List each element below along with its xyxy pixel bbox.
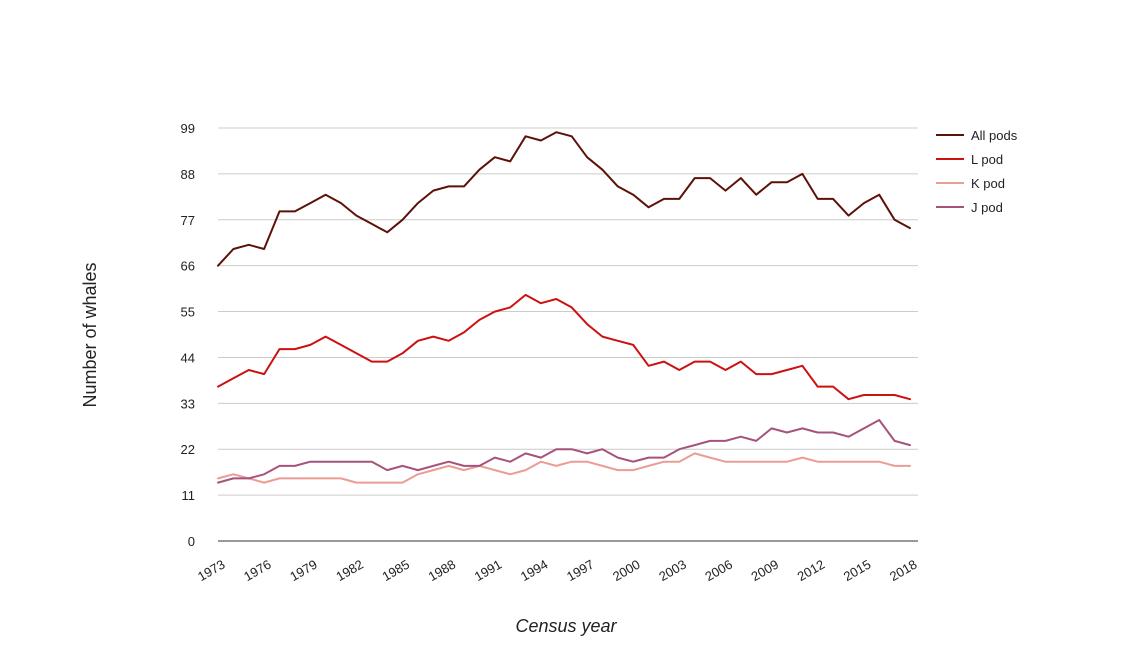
x-tick-label: 1979 <box>287 557 320 584</box>
legend-label-k-pod: K pod <box>971 176 1005 191</box>
gridlines <box>218 127 918 496</box>
y-tick-label: 88 <box>181 167 195 182</box>
x-axis-title: Census year <box>515 616 617 636</box>
x-tick-label: 1982 <box>333 557 366 584</box>
legend-label-j-pod: J pod <box>971 200 1003 215</box>
y-tick-label: 22 <box>181 442 195 457</box>
y-tick-label: 33 <box>181 396 195 411</box>
x-tick-label: 1985 <box>379 557 412 584</box>
x-tick-label: 1997 <box>564 557 597 584</box>
x-tick-label: 2009 <box>749 557 782 584</box>
x-tick-label: 1973 <box>195 557 228 584</box>
series-line-l-pod <box>217 293 911 401</box>
y-tick-label: 99 <box>181 121 195 136</box>
x-tick-label: 2003 <box>656 557 689 584</box>
x-tick-label: 2000 <box>610 557 643 584</box>
y-tick-label: 11 <box>182 488 196 503</box>
x-tick-label: 1994 <box>518 557 551 584</box>
y-tick-label: 55 <box>181 305 195 320</box>
x-tick-label: 1988 <box>426 557 459 584</box>
series-line-k-pod <box>217 452 911 484</box>
series-line-j-pod <box>217 419 911 484</box>
x-axis-ticks: 1973 1976 1979 1982 1985 1988 1991 1994 1997 2000… <box>195 557 920 584</box>
x-tick-label: 2012 <box>795 557 828 584</box>
x-tick-label: 2018 <box>887 557 920 584</box>
y-axis-ticks: 0 11 22 33 44 55 66 77 88 99 <box>181 121 195 549</box>
series-lines <box>217 131 911 484</box>
x-tick-label: 1991 <box>472 557 505 584</box>
series-line-all-pods <box>217 131 911 267</box>
legend-label-l-pod: L pod <box>971 152 1003 167</box>
y-tick-label: 66 <box>181 259 195 274</box>
legend-label-all-pods: All pods <box>971 128 1018 143</box>
x-tick-label: 1976 <box>241 557 274 584</box>
y-axis-title: Number of whales <box>80 262 100 407</box>
legend: All pods L pod K pod J pod <box>936 128 1018 215</box>
x-tick-label: 2006 <box>702 557 735 584</box>
x-tick-label: 2015 <box>841 557 874 584</box>
y-tick-label: 0 <box>188 534 195 549</box>
y-tick-label: 77 <box>181 213 195 228</box>
y-tick-label: 44 <box>181 350 195 365</box>
